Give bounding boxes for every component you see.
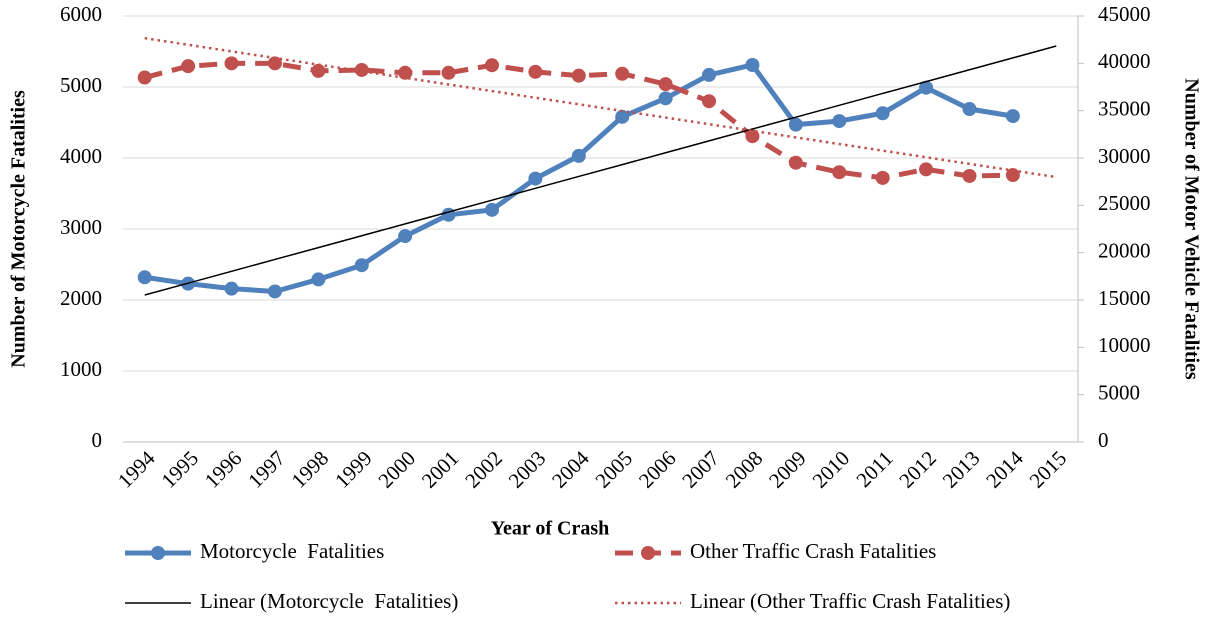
legend-label: Linear (Other Traffic Crash Fatalities) (690, 589, 1010, 613)
point (1005, 168, 1020, 183)
legend-label: Other Traffic Crash Fatalities (690, 539, 936, 563)
y2-tick-label: 45000 (1098, 2, 1151, 26)
point (224, 281, 239, 296)
x-tick-label: 2010 (808, 446, 855, 493)
y2-tick-label: 5000 (1098, 380, 1140, 404)
point (615, 66, 630, 81)
point (919, 162, 934, 177)
point (398, 65, 413, 80)
x-tick-label: 2011 (851, 446, 897, 492)
x-tick-label: 2001 (417, 446, 464, 493)
y2-axis-title: Number of Motor Vehicle Fatalities (1180, 78, 1202, 380)
y2-tick-label: 0 (1098, 428, 1109, 452)
x-tick-label: 2013 (938, 446, 985, 493)
point (788, 117, 803, 132)
point (919, 80, 934, 95)
point (745, 129, 760, 144)
x-tick-label: 2008 (721, 446, 768, 493)
x-tick-label: 2007 (677, 446, 724, 493)
series-line (144, 45, 1057, 296)
y-tick-label: 3000 (60, 215, 102, 239)
point (267, 284, 282, 299)
y-tick-label: 4000 (60, 144, 102, 168)
x-tick-label: 2000 (373, 446, 420, 493)
y-tick-label: 1000 (60, 357, 102, 381)
point (224, 56, 239, 71)
point (484, 58, 499, 73)
series-line (144, 36, 1057, 179)
y-axis-title: Number of Motorcycle Fatalities (8, 90, 30, 368)
y2-tick-label: 15000 (1098, 286, 1151, 310)
point (875, 170, 890, 185)
y2-tick-label: 10000 (1098, 333, 1151, 357)
x-tick-label: 1997 (243, 446, 290, 493)
point (267, 56, 282, 71)
y2-tick-label: 40000 (1098, 49, 1151, 73)
x-tick-label: 1998 (287, 446, 334, 493)
x-tick-label: 1995 (156, 446, 203, 493)
point (702, 67, 717, 82)
point (311, 63, 326, 78)
y-tick-label: 2000 (60, 286, 102, 310)
y2-tick-label: 35000 (1098, 96, 1151, 120)
legend-marker (151, 546, 165, 560)
point (528, 64, 543, 79)
point (745, 57, 760, 72)
point (137, 270, 152, 285)
point (832, 114, 847, 129)
x-tick-label: 2012 (894, 446, 941, 493)
point (571, 68, 586, 83)
y2-tick-label: 25000 (1098, 191, 1151, 215)
point (615, 109, 630, 124)
point (181, 59, 196, 74)
point (962, 168, 977, 183)
y2-tick-label: 20000 (1098, 238, 1151, 262)
point (788, 155, 803, 170)
point (528, 171, 543, 186)
point (1005, 109, 1020, 124)
point (658, 77, 673, 92)
x-tick-label: 2006 (634, 446, 681, 493)
point (354, 62, 369, 77)
legend-label: Linear (Motorcycle Fatalities) (200, 589, 458, 613)
point (658, 91, 673, 106)
y2-tick-label: 30000 (1098, 144, 1151, 168)
point (571, 148, 586, 163)
x-tick-label: 2009 (764, 446, 811, 493)
x-tick-label: 2014 (981, 446, 1028, 493)
point (137, 70, 152, 85)
y-tick-label: 6000 (60, 2, 102, 26)
point (962, 102, 977, 117)
point (354, 258, 369, 273)
x-tick-label: 2003 (504, 446, 551, 493)
x-tick-label: 1996 (200, 446, 247, 493)
y-tick-label: 5000 (60, 73, 102, 97)
x-tick-label: 1999 (330, 446, 377, 493)
x-tick-label: 2004 (547, 446, 594, 493)
point (441, 65, 456, 80)
x-tick-label: 1994 (113, 446, 160, 493)
point (311, 272, 326, 287)
point (398, 229, 413, 244)
point (702, 94, 717, 109)
x-tick-label: 2005 (590, 446, 637, 493)
point (441, 207, 456, 222)
point (832, 165, 847, 180)
point (484, 202, 499, 217)
x-tick-label: 2015 (1025, 446, 1072, 493)
x-axis-title: Year of Crash (491, 518, 610, 540)
legend-marker (641, 546, 655, 560)
legend-label: Motorcycle Fatalities (200, 539, 384, 563)
x-tick-label: 2002 (460, 446, 507, 493)
point (875, 106, 890, 121)
y-tick-label: 0 (92, 428, 103, 452)
